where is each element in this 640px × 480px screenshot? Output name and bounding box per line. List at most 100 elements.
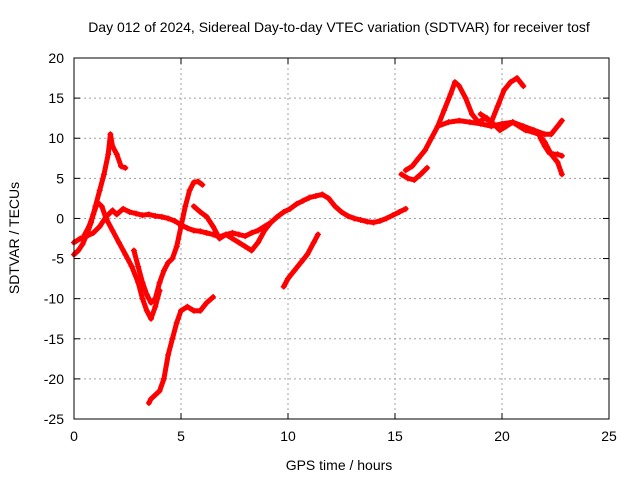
data-point-marker — [242, 243, 249, 250]
data-point-marker — [135, 263, 142, 270]
data-point-marker — [120, 205, 127, 212]
data-point-marker — [199, 181, 206, 188]
y-tick-label: 5 — [56, 170, 64, 186]
data-point-marker — [105, 151, 112, 158]
data-point-marker — [203, 299, 210, 306]
data-point-marker — [122, 164, 129, 171]
data-point-marker — [145, 399, 152, 406]
data-point-marker — [267, 219, 274, 226]
data-point-marker — [398, 171, 405, 178]
data-point-marker — [428, 135, 435, 142]
data-point-marker — [402, 167, 409, 174]
data-point-marker — [79, 241, 86, 248]
plot-frame — [73, 57, 610, 420]
data-point-marker — [261, 227, 268, 234]
data-point-marker — [107, 131, 114, 138]
data-point-marker — [280, 283, 287, 290]
data-point-marker — [190, 227, 197, 234]
data-point-marker — [133, 210, 140, 217]
data-points — [71, 75, 565, 406]
series-track-11 — [477, 111, 565, 178]
data-point-marker — [139, 212, 146, 219]
data-point-marker — [370, 219, 377, 226]
data-point-marker — [255, 239, 262, 246]
series-trace — [403, 75, 526, 173]
x-axis-label: GPS time / hours — [286, 457, 393, 473]
data-point-marker — [477, 120, 484, 127]
data-point-marker — [152, 391, 159, 398]
data-point-marker — [186, 187, 193, 194]
y-tick-label: -10 — [44, 291, 64, 307]
series-track-3 — [81, 199, 163, 322]
data-point-marker — [516, 123, 523, 130]
series-trace — [131, 179, 205, 306]
data-point-marker — [357, 217, 364, 224]
data-point-marker — [558, 152, 565, 159]
data-point-marker — [178, 307, 184, 314]
x-tick-label: 25 — [601, 428, 617, 444]
data-point-marker — [96, 187, 103, 194]
data-point-marker — [417, 171, 424, 178]
data-point-marker — [411, 176, 418, 183]
data-point-marker — [424, 164, 431, 171]
data-point-marker — [109, 143, 116, 150]
data-point-marker — [152, 303, 159, 310]
data-point-marker — [494, 103, 501, 110]
data-point-marker — [81, 231, 88, 238]
data-point-marker — [145, 211, 152, 218]
data-point-marker — [469, 111, 476, 118]
data-point-marker — [160, 375, 167, 382]
data-point-marker — [306, 194, 313, 201]
data-point-marker — [299, 197, 306, 204]
data-point-marker — [310, 239, 317, 246]
data-point-marker — [126, 209, 133, 216]
data-point-marker — [396, 209, 403, 216]
data-point-marker — [338, 209, 345, 216]
data-point-marker — [109, 207, 116, 214]
data-point-marker — [156, 387, 163, 394]
data-point-marker — [297, 259, 304, 266]
data-point-marker — [291, 267, 298, 274]
data-point-marker — [169, 335, 176, 342]
data-point-marker — [415, 155, 422, 162]
data-point-marker — [344, 213, 351, 220]
data-point-marker — [190, 203, 197, 210]
data-point-marker — [558, 117, 565, 124]
data-point-marker — [143, 291, 150, 298]
data-point-marker — [409, 163, 416, 170]
y-tick-label: -25 — [44, 411, 64, 427]
data-point-marker — [171, 217, 178, 224]
data-point-marker — [520, 83, 527, 90]
series-track-6 — [190, 203, 274, 254]
data-point-marker — [85, 223, 92, 230]
data-point-marker — [235, 231, 242, 238]
data-point-marker — [203, 229, 210, 236]
data-point-marker — [169, 255, 176, 262]
x-tick-label: 5 — [177, 428, 185, 444]
series-trace — [71, 131, 128, 257]
data-point-marker — [94, 199, 101, 206]
data-point-marker — [130, 247, 137, 254]
data-point-marker — [165, 351, 172, 358]
data-point-marker — [509, 119, 516, 126]
data-point-marker — [484, 115, 491, 122]
data-point-marker — [554, 123, 561, 130]
data-point-marker — [115, 239, 122, 246]
data-point-marker — [546, 149, 553, 156]
data-point-marker — [402, 205, 409, 212]
y-axis-label: SDTVAR / TECUs — [6, 182, 22, 294]
x-tick-label: 0 — [70, 428, 78, 444]
data-point-marker — [210, 294, 217, 301]
data-point-marker — [148, 315, 155, 322]
data-point-marker — [158, 213, 165, 220]
data-point-marker — [118, 163, 125, 170]
data-point-marker — [182, 203, 189, 210]
data-point-marker — [113, 151, 120, 158]
series-track-12 — [537, 135, 565, 159]
data-point-marker — [229, 235, 236, 242]
data-point-marker — [190, 307, 197, 314]
data-point-marker — [404, 175, 411, 182]
x-tick-label: 15 — [387, 428, 403, 444]
series-trace — [82, 199, 163, 322]
data-point-marker — [248, 247, 255, 254]
